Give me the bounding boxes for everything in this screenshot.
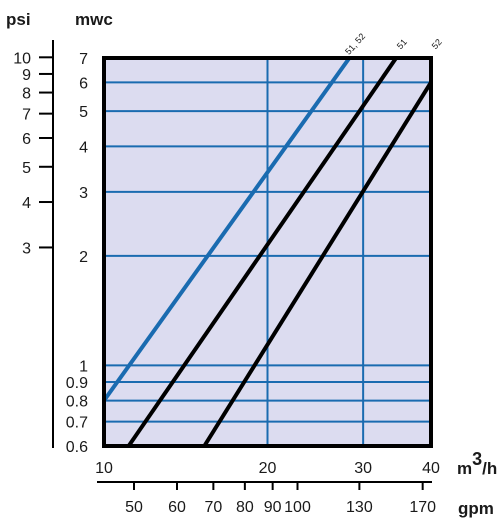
y-tick-label: 0.6 xyxy=(66,439,88,456)
series-label-3: 52 xyxy=(430,37,444,51)
y-tick-label: 7 xyxy=(79,51,88,68)
psi-tick-label: 6 xyxy=(22,131,31,148)
psi-tick-label: 3 xyxy=(22,240,31,257)
y-tick-label: 3 xyxy=(79,185,88,202)
gpm-tick-label: 170 xyxy=(409,499,436,516)
series-line-1 xyxy=(104,58,352,402)
y-tick-label: 4 xyxy=(79,139,88,156)
series-label-1: 51, 52 xyxy=(343,31,367,56)
gpm-tick-label: 100 xyxy=(284,499,311,516)
psi-tick-label: 7 xyxy=(22,107,31,124)
m3h-tail: /h xyxy=(482,459,497,478)
x-tick-label: 40 xyxy=(422,460,440,477)
psi-tick-label: 5 xyxy=(22,160,31,177)
x-tick-label: 30 xyxy=(354,460,372,477)
y-tick-label: 6 xyxy=(79,75,88,92)
y-tick-label: 1 xyxy=(79,358,88,375)
gpm-tick-label: 130 xyxy=(346,499,373,516)
gpm-tick-label: 60 xyxy=(168,499,186,516)
mwc-axis-label: mwc xyxy=(75,10,113,29)
series-label-2: 51 xyxy=(395,37,409,51)
gpm-tick-label: 90 xyxy=(264,499,282,516)
y-tick-label: 0.7 xyxy=(66,415,88,432)
psi-tick-label: 8 xyxy=(22,86,31,103)
gpm-axis-label: gpm xyxy=(458,499,494,518)
psi-axis-label: psi xyxy=(6,10,31,29)
m3h-axis-label: m3/h xyxy=(457,449,497,478)
y-tick-label: 0.9 xyxy=(66,375,88,392)
y-tick-label: 0.8 xyxy=(66,394,88,411)
gpm-tick-label: 80 xyxy=(236,499,254,516)
psi-tick-label: 4 xyxy=(22,195,31,212)
psi-tick-label: 9 xyxy=(22,67,31,84)
y-tick-label: 2 xyxy=(79,249,88,266)
series-line-2 xyxy=(126,58,398,446)
x-tick-label: 20 xyxy=(259,460,277,477)
psi-tick-label: 10 xyxy=(13,50,31,67)
series-line-3 xyxy=(202,81,431,446)
m3h-superscript: 3 xyxy=(472,449,482,469)
x-tick-label: 10 xyxy=(95,460,113,477)
gpm-tick-label: 70 xyxy=(204,499,222,516)
y-tick-label: 5 xyxy=(79,104,88,121)
plot-frame xyxy=(102,56,433,448)
m3h-base: m xyxy=(457,459,472,478)
gpm-tick-label: 50 xyxy=(125,499,143,516)
